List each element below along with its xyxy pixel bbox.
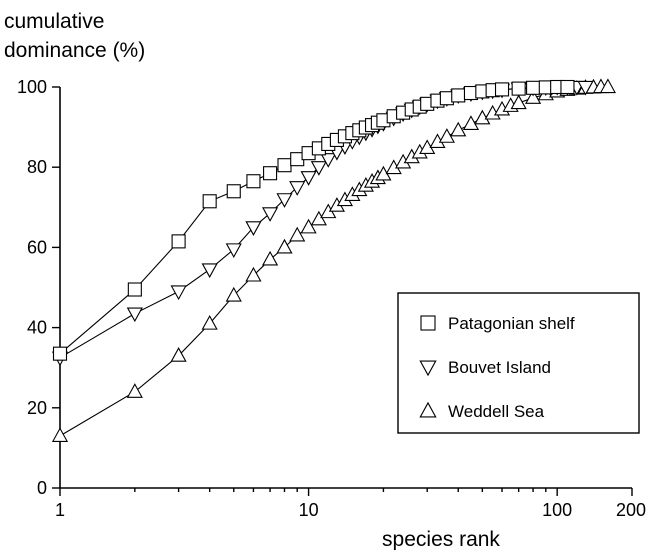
data-point-patagonian-shelf	[127, 282, 142, 297]
data-point-bouvet-island	[276, 193, 293, 208]
x-tick-label: 10	[299, 500, 319, 520]
data-point-weddell-sea	[245, 266, 262, 282]
data-point-weddell-sea	[126, 383, 143, 398]
data-point-patagonian-shelf	[263, 166, 278, 181]
data-point-bouvet-island	[170, 285, 187, 301]
legend-marker-patagonian-shelf	[420, 315, 436, 331]
data-point-bouvet-island	[289, 181, 306, 196]
data-point-patagonian-shelf	[52, 346, 68, 361]
y-tick-label: 40	[27, 318, 47, 338]
legend-marker-bouvet-island	[419, 360, 437, 377]
data-point-patagonian-shelf	[494, 82, 510, 97]
legend-box	[397, 292, 640, 434]
data-point-weddell-sea	[276, 238, 293, 254]
data-point-bouvet-island	[310, 161, 327, 176]
data-point-patagonian-shelf	[560, 79, 575, 95]
data-point-bouvet-island	[201, 263, 218, 279]
series-patagonian-shelf	[52, 79, 575, 361]
data-point-weddell-sea	[289, 226, 306, 242]
data-point-bouvet-island	[126, 307, 143, 323]
x-axis-label: species rank	[382, 528, 500, 550]
data-point-bouvet-island	[261, 207, 279, 222]
y-tick-label: 100	[17, 77, 47, 97]
data-point-patagonian-shelf	[226, 184, 241, 199]
legend-label-weddell-sea: Weddell Sea	[448, 402, 545, 421]
data-point-weddell-sea	[438, 128, 455, 143]
data-point-patagonian-shelf	[526, 80, 541, 95]
y-tick-label: 0	[37, 478, 47, 498]
axes: 0 20 40 60 80 100 1 10 100 200	[17, 77, 646, 520]
y-tick-label: 20	[27, 398, 47, 418]
data-point-weddell-sea	[510, 94, 527, 110]
legend-label-patagonian-shelf: Patagonian shelf	[448, 314, 575, 333]
data-point-patagonian-shelf	[171, 234, 186, 249]
data-point-weddell-sea	[599, 78, 616, 94]
y-axis-label-line-2: dominance (%)	[4, 39, 145, 62]
legend-marker-weddell-sea	[419, 401, 437, 418]
data-point-weddell-sea	[524, 89, 542, 104]
data-point-patagonian-shelf	[202, 194, 217, 209]
y-axis-label-line-1: cumulative	[4, 10, 104, 33]
legend: Patagonian shelf Bouvet Island Weddell Sea	[397, 292, 640, 434]
data-point-patagonian-shelf	[246, 174, 261, 189]
data-point-bouvet-island	[577, 80, 594, 96]
x-tick-label: 1	[55, 500, 65, 520]
data-point-bouvet-island	[245, 221, 262, 236]
data-point-patagonian-shelf	[277, 158, 292, 173]
x-tick-label: 200	[616, 500, 646, 520]
data-point-weddell-sea	[225, 286, 242, 302]
legend-label-bouvet-island: Bouvet Island	[448, 358, 551, 377]
x-tick-label: 100	[542, 500, 572, 520]
data-point-bouvet-island	[225, 243, 242, 259]
data-point-patagonian-shelf	[511, 81, 526, 96]
series-layer	[51, 78, 616, 442]
data-point-weddell-sea	[51, 427, 69, 442]
data-point-patagonian-shelf	[451, 88, 466, 103]
data-point-weddell-sea	[450, 121, 467, 137]
y-tick-label: 60	[27, 237, 47, 257]
data-point-weddell-sea	[310, 210, 327, 226]
data-point-bouvet-island	[320, 153, 337, 168]
data-point-weddell-sea	[201, 314, 218, 330]
y-tick-label: 80	[27, 157, 47, 177]
data-point-bouvet-island	[300, 171, 317, 186]
data-point-weddell-sea	[170, 347, 187, 362]
data-point-weddell-sea	[462, 115, 480, 130]
data-point-weddell-sea	[261, 250, 279, 266]
data-point-weddell-sea	[300, 218, 317, 234]
